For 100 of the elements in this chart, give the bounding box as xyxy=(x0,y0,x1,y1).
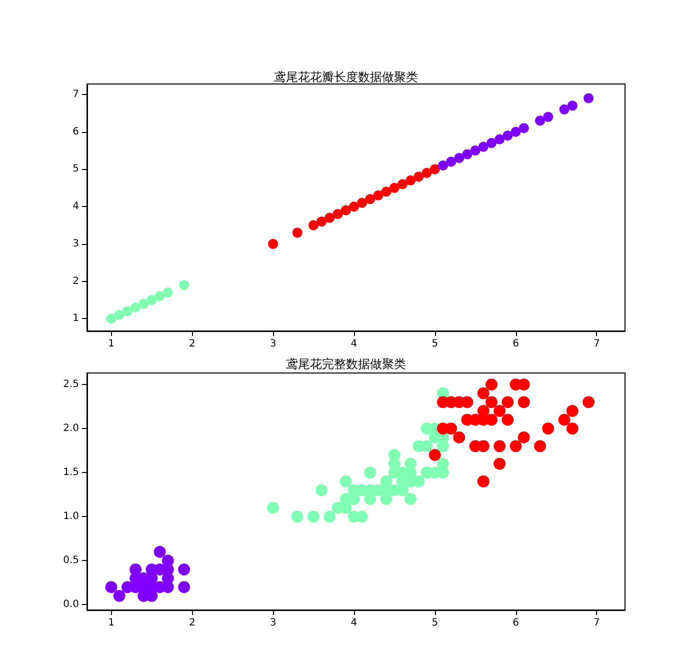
point xyxy=(316,484,328,496)
point xyxy=(518,123,529,134)
point xyxy=(494,134,505,144)
point xyxy=(436,458,449,470)
point xyxy=(518,396,530,408)
point xyxy=(438,160,448,170)
point xyxy=(502,130,513,141)
point xyxy=(162,288,173,298)
point xyxy=(130,563,142,576)
point xyxy=(470,146,480,156)
y-tick-label: 2.0 xyxy=(63,423,79,434)
point xyxy=(406,175,416,186)
point xyxy=(453,431,466,444)
x-tick-label: 1 xyxy=(108,618,114,628)
point xyxy=(357,198,368,208)
point xyxy=(510,440,522,452)
point xyxy=(398,179,408,190)
point xyxy=(486,414,498,426)
point xyxy=(404,492,417,505)
y-tick-label: 3 xyxy=(72,238,79,250)
point xyxy=(502,396,514,408)
point xyxy=(414,172,424,182)
point xyxy=(178,581,190,594)
chart-title: 鸢尾花完整数据做聚类 xyxy=(286,357,406,371)
point xyxy=(477,475,490,488)
point xyxy=(340,475,352,488)
point xyxy=(518,431,530,444)
point xyxy=(486,378,498,390)
point xyxy=(146,294,157,305)
point xyxy=(138,298,149,309)
point xyxy=(477,387,490,400)
x-tick-label: 5 xyxy=(432,338,438,350)
y-tick-label: 1 xyxy=(72,313,79,324)
point xyxy=(373,190,384,200)
point xyxy=(364,466,376,479)
point xyxy=(154,546,166,558)
x-tick-label: 2 xyxy=(188,338,196,350)
y-tick-label: 1.0 xyxy=(63,511,79,522)
point xyxy=(324,212,335,223)
point xyxy=(462,149,472,160)
point xyxy=(130,302,141,312)
point xyxy=(154,291,165,302)
y-tick-label: 4 xyxy=(72,201,79,212)
y-tick-label: 2 xyxy=(72,276,79,287)
point xyxy=(535,116,546,126)
point xyxy=(291,510,304,523)
point xyxy=(566,404,578,417)
y-tick-label: 0.0 xyxy=(63,599,79,610)
point xyxy=(430,164,440,174)
point xyxy=(543,112,554,122)
y-tick-label: 2.5 xyxy=(63,378,79,390)
point xyxy=(510,126,521,137)
point xyxy=(422,168,432,178)
point xyxy=(542,422,554,434)
point xyxy=(494,404,506,417)
point xyxy=(389,182,400,193)
point xyxy=(122,306,132,316)
point xyxy=(494,458,506,470)
point xyxy=(105,581,118,594)
point xyxy=(332,209,343,220)
point xyxy=(478,142,488,152)
point xyxy=(477,404,490,417)
x-tick-label: 3 xyxy=(270,618,276,628)
point xyxy=(380,475,392,488)
point xyxy=(404,458,417,470)
x-tick-label: 2 xyxy=(188,618,196,628)
point xyxy=(486,138,497,148)
y-tick-label: 5 xyxy=(72,164,79,175)
point xyxy=(106,314,116,324)
y-tick-label: 6 xyxy=(72,126,79,138)
point xyxy=(454,152,464,163)
point xyxy=(567,100,578,111)
point xyxy=(365,194,376,204)
point xyxy=(178,563,190,576)
point xyxy=(114,310,124,320)
x-tick-label: 6 xyxy=(512,618,519,628)
x-tick-label: 7 xyxy=(593,338,600,350)
point xyxy=(558,414,570,426)
point xyxy=(340,205,351,216)
point xyxy=(179,280,190,290)
point xyxy=(292,228,302,238)
x-tick-label: 3 xyxy=(270,338,276,350)
point xyxy=(324,510,336,523)
point xyxy=(494,440,506,452)
point xyxy=(113,590,126,602)
x-tick-label: 1 xyxy=(108,338,114,350)
x-tick-label: 6 xyxy=(512,338,519,350)
point xyxy=(388,448,400,461)
point xyxy=(308,510,320,523)
point xyxy=(316,216,327,227)
point xyxy=(446,156,456,167)
point xyxy=(428,448,441,461)
point xyxy=(268,238,278,249)
x-tick-label: 7 xyxy=(593,618,600,628)
point xyxy=(348,202,359,212)
y-tick-label: 7 xyxy=(72,88,79,100)
y-tick-label: 0.5 xyxy=(63,555,79,566)
point xyxy=(582,396,595,408)
point xyxy=(534,440,546,452)
point xyxy=(502,414,514,426)
